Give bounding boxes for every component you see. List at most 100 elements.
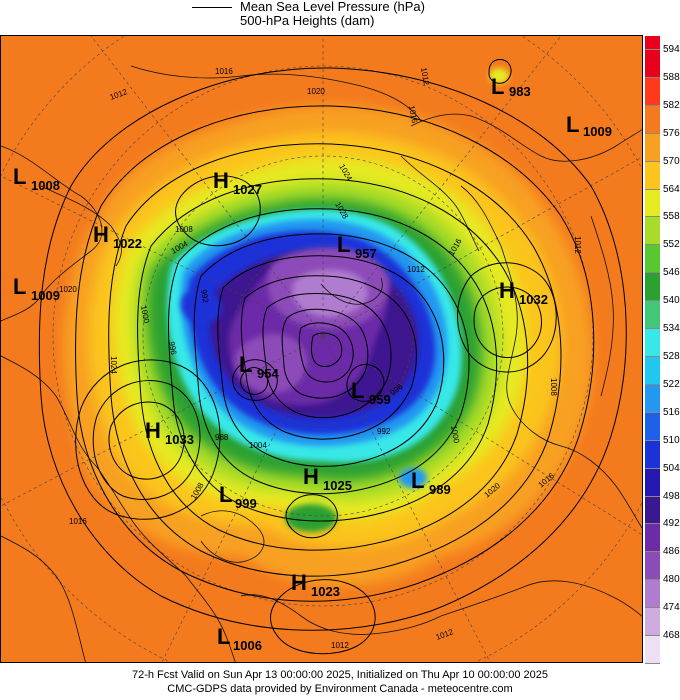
svg-text:L: L xyxy=(411,468,424,493)
svg-text:H: H xyxy=(291,570,307,595)
svg-text:L: L xyxy=(491,74,504,99)
colorbar-cell xyxy=(645,301,660,330)
colorbar-cell xyxy=(645,356,660,385)
high-pressure-center: H 1033 xyxy=(145,418,194,447)
svg-text:L: L xyxy=(351,378,364,403)
legend-mslp-label: Mean Sea Level Pressure (hPa) xyxy=(240,0,425,14)
colorbar-label: 558 xyxy=(663,211,680,223)
colorbar-cell xyxy=(645,468,660,497)
high-pressure-center: H 1027 xyxy=(213,168,262,197)
isobar-labels: 1012 1016 1020 1024 1028 1012 1016 1008 … xyxy=(59,67,582,650)
colorbar-label: 504 xyxy=(663,462,680,474)
isobar-label: 1024 xyxy=(109,356,118,374)
svg-text:L: L xyxy=(13,274,26,299)
colorbar-label: 486 xyxy=(663,546,680,558)
low-pressure-center: L 989 xyxy=(411,468,451,497)
colorbar-cell xyxy=(645,189,660,218)
svg-text:959: 959 xyxy=(369,392,391,407)
svg-text:L: L xyxy=(566,112,579,137)
colorbar-label: 552 xyxy=(663,239,680,251)
colorbar-cell xyxy=(645,77,660,106)
colorbar-label: 474 xyxy=(663,602,680,614)
isobar-label: 1016 xyxy=(69,517,87,526)
low-pressure-center: L 999 xyxy=(219,482,257,511)
svg-text:954: 954 xyxy=(257,366,279,381)
colorbar-label: 540 xyxy=(663,295,680,307)
svg-text:L: L xyxy=(217,624,230,649)
low-pressure-center: L 954 xyxy=(239,352,279,381)
colorbar-label: 564 xyxy=(663,183,680,195)
isobar-label: 1012 xyxy=(573,236,582,254)
svg-text:1009: 1009 xyxy=(583,124,612,139)
svg-text:983: 983 xyxy=(509,84,531,99)
svg-text:1025: 1025 xyxy=(323,478,352,493)
isobar-label: 992 xyxy=(199,289,210,304)
colorbar-cell xyxy=(645,636,660,664)
colorbar-cell xyxy=(645,496,660,525)
colorbar-label: 528 xyxy=(663,350,680,362)
colorbar-cell xyxy=(645,105,660,134)
high-pressure-center: H 1023 xyxy=(291,570,340,599)
colorbar-cell xyxy=(645,580,660,609)
colorbar-label: 510 xyxy=(663,434,680,446)
colorbar-cell xyxy=(645,608,660,637)
legend-header: Mean Sea Level Pressure (hPa) 500-hPa He… xyxy=(0,0,680,34)
colorbar-cell xyxy=(645,329,660,357)
svg-text:H: H xyxy=(499,278,515,303)
colorbar-cell xyxy=(645,133,660,162)
svg-text:957: 957 xyxy=(355,246,377,261)
isobar-label: 1020 xyxy=(59,285,77,294)
low-pressure-center: L 1009 xyxy=(13,274,60,303)
isobar-label: 1012 xyxy=(407,265,425,274)
isobar-label: 1016 xyxy=(215,67,233,76)
svg-text:1033: 1033 xyxy=(165,432,194,447)
pressure-centers: L 983 L 1009 L 1008 H 1027 H 1022 L 1009 xyxy=(13,74,612,653)
colorbar-cell xyxy=(645,524,660,553)
svg-text:H: H xyxy=(303,464,319,489)
svg-text:1006: 1006 xyxy=(233,638,262,653)
colorbar-cell xyxy=(645,161,660,190)
svg-text:1027: 1027 xyxy=(233,182,262,197)
isobar-label: 1016 xyxy=(407,105,419,125)
low-pressure-center: L 957 xyxy=(337,232,377,261)
colorbar-label: 498 xyxy=(663,490,680,502)
low-pressure-center: L 959 xyxy=(351,378,391,407)
height-colorbar: 594 588 582 576 570 564 558 552 546 540 534 528 522 5… xyxy=(645,36,680,664)
isobar-label: 992 xyxy=(377,427,391,436)
svg-text:1022: 1022 xyxy=(113,236,142,251)
colorbar-cell xyxy=(645,440,660,469)
legend-line-sample xyxy=(192,7,232,8)
svg-text:L: L xyxy=(219,482,232,507)
high-pressure-center: H 1025 xyxy=(303,464,352,493)
colorbar-label: 468 xyxy=(663,630,680,642)
forecast-map: 1012 1016 1020 1024 1028 1012 1016 1008 … xyxy=(0,35,643,663)
colorbar-cell xyxy=(645,49,660,78)
isobar-label: 1004 xyxy=(249,441,267,450)
svg-text:H: H xyxy=(93,222,109,247)
colorbar-label: 588 xyxy=(663,71,680,83)
svg-text:L: L xyxy=(13,164,26,189)
colorbar-cell xyxy=(645,273,660,302)
colorbar-label: 534 xyxy=(663,323,680,335)
colorbar-cell xyxy=(645,412,660,441)
colorbar-label: 570 xyxy=(663,155,680,167)
svg-text:L: L xyxy=(337,232,350,257)
svg-text:L: L xyxy=(239,352,252,377)
colorbar-cell xyxy=(645,245,660,274)
map-svg: 1012 1016 1020 1024 1028 1012 1016 1008 … xyxy=(1,36,642,662)
svg-text:1009: 1009 xyxy=(31,288,60,303)
colorbar-label: 576 xyxy=(663,127,680,139)
isobar-label: 996 xyxy=(167,341,178,356)
low-pressure-center: L 1006 xyxy=(217,624,262,653)
isobar-label: 1008 xyxy=(175,225,193,234)
low-pressure-center: L 1008 xyxy=(13,164,60,193)
colorbar-label: 594 xyxy=(663,43,680,55)
svg-text:1032: 1032 xyxy=(519,292,548,307)
svg-text:1008: 1008 xyxy=(31,178,60,193)
colorbar-cell xyxy=(645,36,660,50)
high-pressure-center: H 1022 xyxy=(93,222,142,251)
isobars xyxy=(38,59,627,655)
colorbar-label: 516 xyxy=(663,406,680,418)
isobar-label: 1012 xyxy=(331,641,349,650)
coastlines xyxy=(1,65,642,662)
